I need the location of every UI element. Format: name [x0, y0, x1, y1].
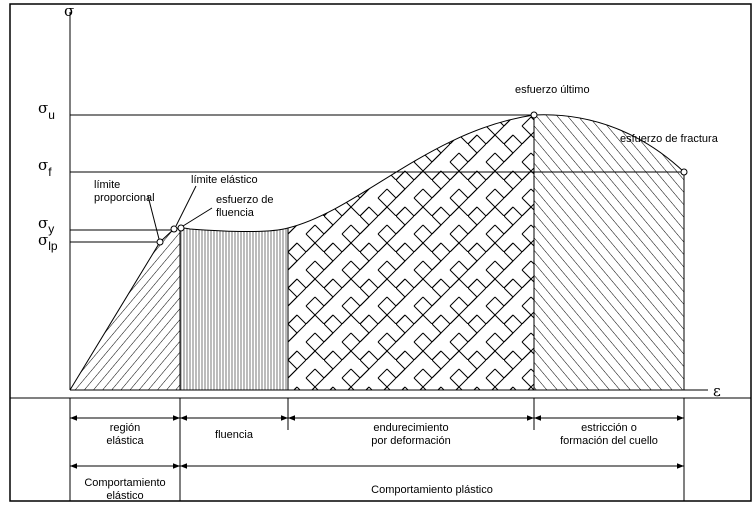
annotation: límite	[94, 179, 120, 191]
y-axis-label: σ	[64, 2, 74, 20]
annotation: esfuerzo último	[515, 84, 590, 96]
axes	[10, 12, 751, 399]
level-label: σy	[38, 214, 54, 236]
level-label: σf	[38, 156, 52, 179]
frame	[9, 3, 752, 502]
level-label: σlp	[38, 231, 58, 253]
behavior-label: elástico	[106, 490, 143, 502]
x-axis-label: ε	[713, 382, 721, 400]
points	[156, 111, 688, 246]
annotation: esfuerzo de fractura	[620, 133, 719, 145]
region-label: endurecimiento	[373, 422, 448, 434]
behavior-label: Comportamiento plástico	[371, 484, 493, 496]
annotation: límite elástico	[191, 174, 258, 186]
region-label: estricción o	[581, 422, 637, 434]
region-label: elástica	[106, 435, 144, 447]
dimension-lines	[69, 398, 685, 501]
behavior-label: Comportamiento	[84, 477, 165, 489]
region-label: fluencia	[215, 429, 254, 441]
region-label: por deformación	[371, 435, 451, 447]
annotation: fluencia	[216, 207, 255, 219]
hatched-area	[70, 114, 684, 390]
region-label: región	[110, 422, 141, 434]
region-label: formación del cuello	[560, 435, 658, 447]
leaders	[147, 185, 213, 240]
stress-strain-curve	[69, 114, 685, 391]
annotation: esfuerzo de	[216, 194, 273, 206]
level-label: σu	[38, 99, 55, 122]
annotation: proporcional	[94, 192, 155, 204]
